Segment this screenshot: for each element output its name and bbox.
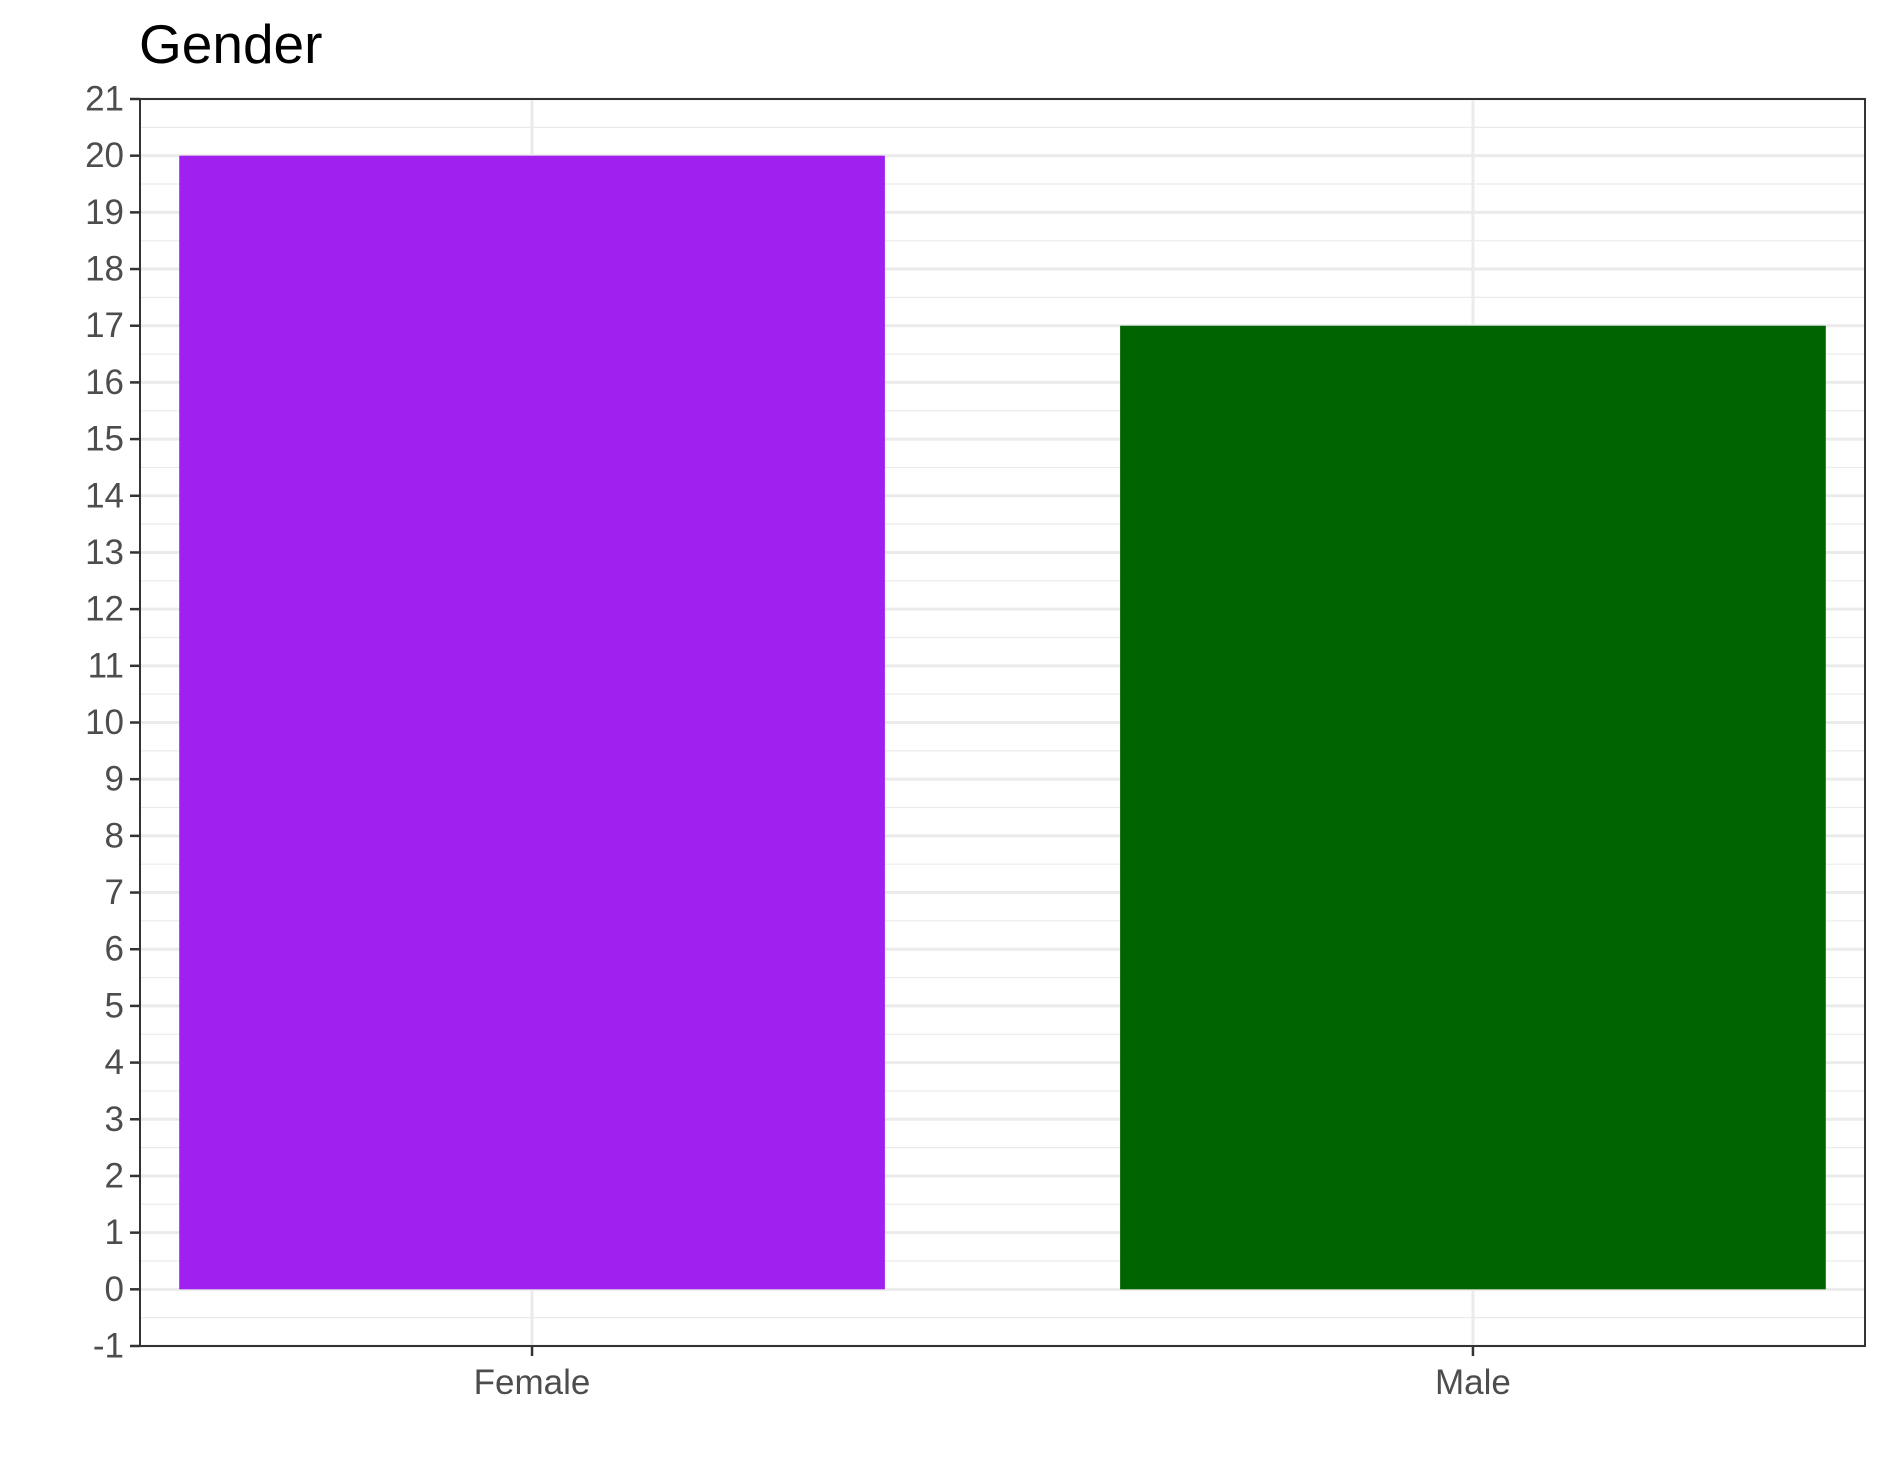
y-tick-label: 7 <box>105 873 124 912</box>
bar-female <box>179 155 885 1290</box>
y-tick-label: 15 <box>85 420 124 459</box>
chart-title: Gender <box>139 13 323 75</box>
y-tick-label: 10 <box>85 703 124 742</box>
bars <box>179 155 1826 1290</box>
y-tick-label: 16 <box>85 363 124 402</box>
y-tick-label: 4 <box>105 1043 124 1082</box>
y-tick-label: 8 <box>105 816 124 855</box>
x-tick-label: Male <box>1435 1363 1511 1402</box>
y-tick-label: 13 <box>85 533 124 572</box>
y-tick-label: 11 <box>88 646 124 685</box>
x-tick-label: Female <box>474 1363 591 1402</box>
y-tick-label: 20 <box>85 136 124 175</box>
y-tick-label: 0 <box>105 1270 124 1309</box>
y-tick-label: 21 <box>85 80 124 119</box>
y-tick-label: 14 <box>85 476 124 515</box>
y-tick-label: 5 <box>105 986 124 1025</box>
y-tick-label: 17 <box>85 306 124 345</box>
y-tick-label: 3 <box>105 1100 124 1139</box>
y-tick-label: -1 <box>93 1327 124 1366</box>
y-tick-label: 18 <box>85 250 124 289</box>
bar-male <box>1120 325 1826 1290</box>
y-tick-label: 12 <box>85 590 124 629</box>
y-tick-label: 19 <box>85 193 124 232</box>
y-tick-label: 1 <box>105 1213 124 1252</box>
y-tick-label: 2 <box>105 1156 124 1195</box>
y-tick-label: 6 <box>105 930 124 969</box>
y-tick-label: 9 <box>105 760 124 799</box>
x-axis: Female Male <box>474 1346 1511 1402</box>
